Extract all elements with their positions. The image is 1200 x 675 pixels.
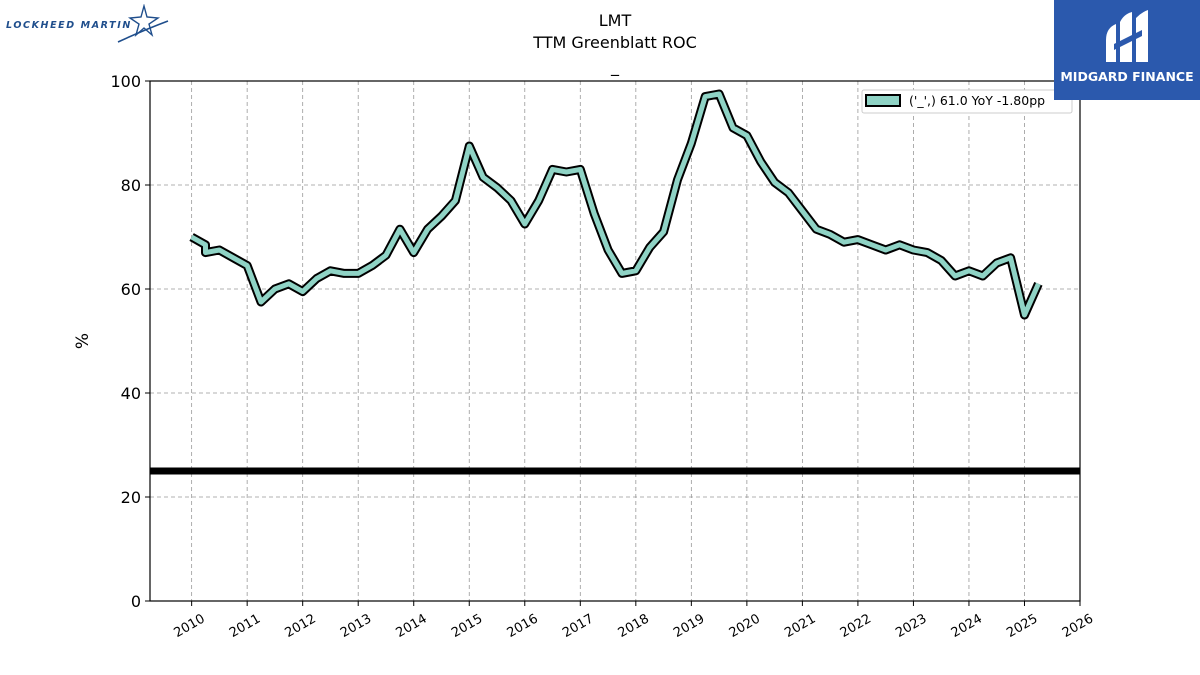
x-tick-label: 2026 [1060, 611, 1096, 641]
series-layer [189, 89, 1043, 320]
x-tick-label: 2020 [727, 611, 763, 641]
x-tick-label: 2019 [671, 611, 707, 641]
x-tick-label: 2012 [283, 611, 319, 641]
y-tick-label: 80 [121, 176, 141, 195]
x-tick-label: 2010 [171, 611, 207, 641]
x-axis-ticks: 2010 2011 2012 2013 2014 2015 2016 2017 2018 2019… [171, 601, 1096, 641]
x-tick-label: 2014 [394, 611, 430, 641]
x-tick-label: 2023 [893, 611, 929, 641]
legend[interactable]: ('_',) 61.0 YoY -1.80pp [861, 89, 1073, 114]
y-tick-label: 20 [121, 488, 141, 507]
legend-entry: ('_',) 61.0 YoY -1.80pp [909, 93, 1045, 108]
y-tick-label: 0 [131, 592, 141, 611]
x-tick-label: 2017 [560, 611, 596, 641]
series-line-outline [189, 89, 1043, 320]
lockheed-martin-logo-text: LOCKHEED MARTIN [6, 20, 132, 31]
series-line [190, 91, 1041, 318]
x-tick-label: 2024 [949, 611, 985, 641]
x-tick-label: 2018 [616, 611, 652, 641]
plot-frame [149, 80, 1081, 602]
lockheed-martin-logo: LOCKHEED MARTIN [4, 4, 174, 46]
y-tick-label: 40 [121, 384, 141, 403]
legend-swatch [865, 94, 901, 107]
x-tick-label: 2013 [338, 611, 374, 641]
x-tick-label: 2025 [1004, 611, 1040, 641]
grid-lines [150, 80, 1081, 602]
chart-subtitle: TTM Greenblatt ROC [533, 33, 697, 52]
y-tick-label: 60 [121, 280, 141, 299]
x-tick-label: 2015 [449, 611, 485, 641]
chart-subtitle-secondary: _ [611, 57, 619, 76]
y-axis-label: % [73, 333, 93, 349]
chart-title: LMT [598, 11, 632, 30]
x-tick-label: 2011 [227, 611, 263, 641]
midgard-m-icon [1106, 10, 1148, 62]
midgard-finance-logo: MIDGARD FINANCE [1054, 0, 1200, 100]
x-tick-label: 2016 [505, 611, 541, 641]
midgard-finance-logo-text: MIDGARD FINANCE [1060, 69, 1194, 84]
y-axis-ticks: 0 20 40 60 80 100 [110, 72, 150, 611]
x-tick-label: 2021 [782, 611, 818, 641]
x-tick-label: 2022 [838, 611, 874, 641]
star-swoosh-icon [117, 4, 169, 43]
legend-box [861, 89, 1073, 114]
y-tick-label: 100 [110, 72, 141, 91]
